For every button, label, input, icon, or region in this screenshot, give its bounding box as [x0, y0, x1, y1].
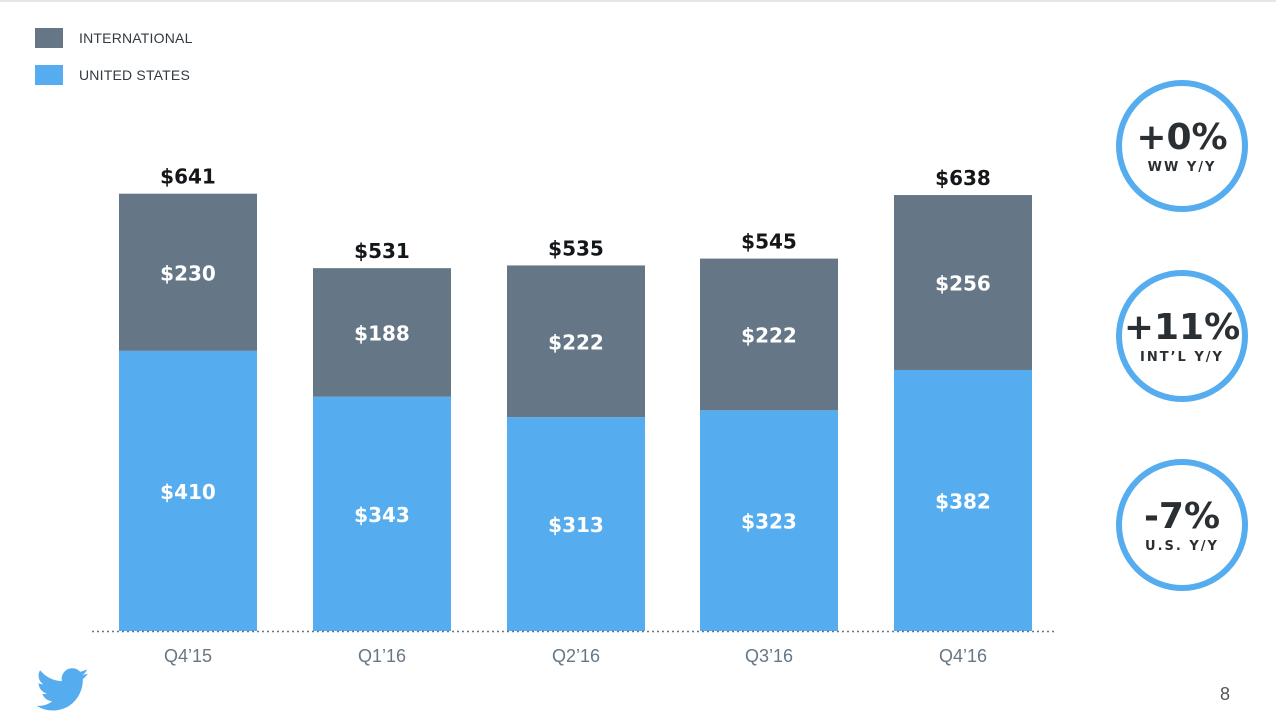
badge-worldwide-yoy: +0% WW Y/Y — [1116, 80, 1248, 212]
x-tick-label: Q4’15 — [164, 646, 212, 666]
segment-value-label: $343 — [354, 503, 410, 527]
segment-value-label: $410 — [160, 480, 216, 504]
bar-segment-united-states — [119, 350, 257, 631]
bar-segment-united-states — [894, 369, 1032, 631]
segment-value-label: $313 — [548, 513, 604, 537]
segment-value-label: $230 — [160, 261, 216, 285]
badge-value: -7% — [1143, 495, 1221, 537]
x-tick-label: Q4’16 — [939, 646, 987, 666]
bar-segment-united-states — [313, 396, 451, 631]
legend-label-international: INTERNATIONAL — [79, 30, 193, 46]
segment-value-label: $222 — [548, 330, 604, 354]
badge-value: +0% — [1136, 116, 1228, 158]
badge-caption: U.S. Y/Y — [1145, 538, 1219, 554]
badge-caption: INT’L Y/Y — [1140, 349, 1224, 365]
segment-value-label: $188 — [354, 321, 410, 345]
chart-legend: INTERNATIONAL UNITED STATES — [35, 28, 193, 102]
x-tick-label: Q1’16 — [358, 646, 406, 666]
bar-segment-international — [894, 195, 1032, 370]
legend-swatch-international — [35, 28, 63, 48]
x-tick-label: Q3’16 — [745, 646, 793, 666]
total-value-label: $641 — [160, 165, 216, 189]
bar-segment-international — [507, 265, 645, 418]
legend-label-united-states: UNITED STATES — [79, 67, 190, 83]
bar-segment-united-states — [507, 417, 645, 631]
bar-segment-international — [119, 193, 257, 351]
legend-item-international: INTERNATIONAL — [35, 28, 193, 48]
badge-us-yoy: -7% U.S. Y/Y — [1116, 459, 1248, 591]
twitter-bird-icon — [36, 668, 89, 711]
stacked-bar-chart: $410 $230 $641 Q4’15 $343 $188 $531 Q1’16 $313 $2… — [92, 165, 1056, 666]
bar-segment-international — [313, 268, 451, 397]
badge-international-yoy: +11% INT’L Y/Y — [1116, 270, 1248, 402]
segment-value-label: $323 — [741, 510, 797, 534]
badge-value: +11% — [1123, 306, 1241, 348]
segment-value-label: $256 — [935, 272, 991, 296]
top-rule — [0, 0, 1276, 2]
total-value-label: $531 — [354, 239, 410, 263]
segment-value-label: $222 — [741, 323, 797, 347]
x-tick-label: Q2’16 — [552, 646, 600, 666]
total-value-label: $545 — [741, 230, 797, 254]
total-value-label: $638 — [935, 166, 991, 190]
segment-value-label: $382 — [935, 489, 991, 513]
badge-caption: WW Y/Y — [1147, 159, 1217, 175]
total-value-label: $535 — [548, 236, 604, 260]
page-number: 8 — [1220, 684, 1231, 704]
bar-segment-international — [700, 258, 838, 411]
bar-segment-united-states — [700, 410, 838, 631]
legend-item-united-states: UNITED STATES — [35, 65, 193, 85]
legend-swatch-united-states — [35, 65, 63, 85]
